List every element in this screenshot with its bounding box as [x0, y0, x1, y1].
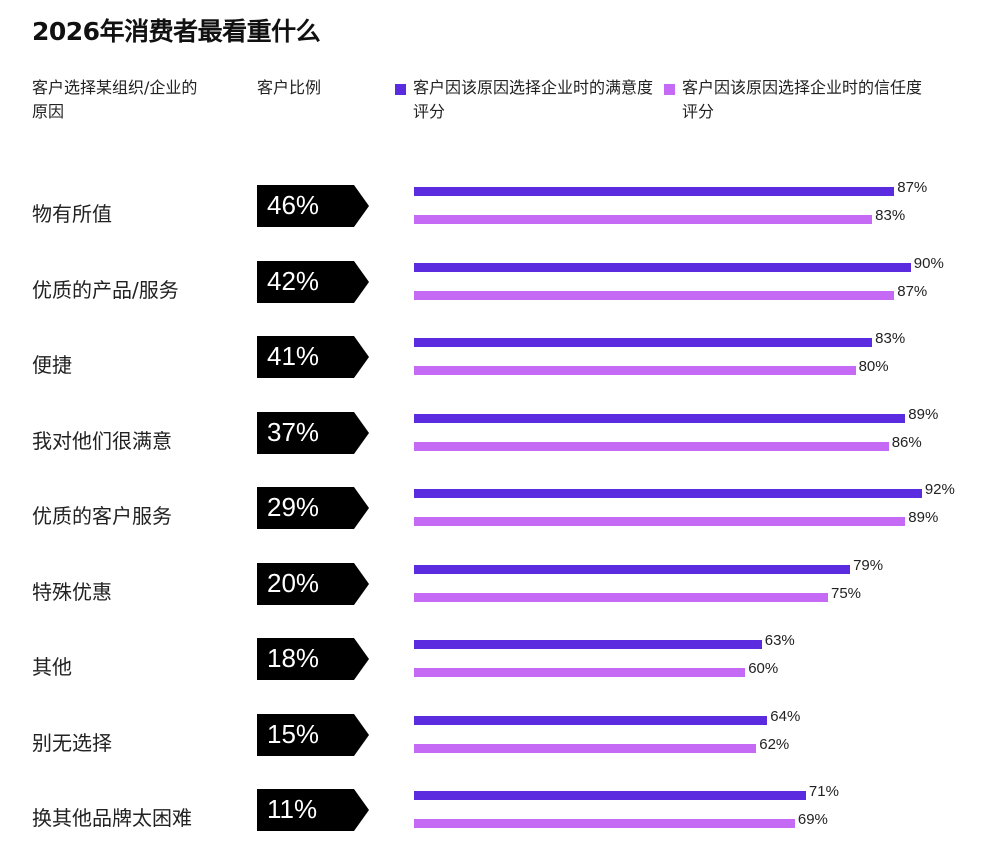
chart-row: 别无选择 15% 64% 62% [0, 708, 1000, 790]
satisfaction-value: 63% [764, 632, 795, 649]
share-tag: 20% [257, 562, 369, 605]
trust-value: 89% [908, 509, 939, 526]
arrow-tag-shape [257, 789, 369, 831]
satisfaction-bar [414, 338, 873, 347]
arrow-tag-shape [257, 487, 369, 529]
share-tag: 11% [257, 789, 369, 831]
share-value: 20% [267, 567, 320, 598]
arrow-tag-shape [257, 562, 369, 605]
arrow-tag-shape [257, 411, 369, 454]
satisfaction-value: 87% [897, 179, 928, 196]
legend-swatch-trust [664, 84, 675, 95]
column-header-share: 客户比例 [257, 78, 322, 97]
satisfaction-bar [414, 413, 906, 423]
satisfaction-bar [414, 489, 922, 498]
trust-value: 62% [759, 735, 790, 753]
trust-value: 83% [875, 207, 906, 224]
share-value: 37% [267, 416, 320, 447]
trust-value: 75% [831, 584, 862, 602]
reason-label: 物有所值 [32, 202, 112, 226]
trust-value: 87% [897, 282, 928, 300]
reason-label: 我对他们很满意 [32, 428, 172, 453]
trust-bar [414, 366, 856, 375]
satisfaction-value: 89% [908, 405, 939, 423]
satisfaction-bar [414, 262, 911, 272]
satisfaction-value: 79% [853, 556, 884, 574]
satisfaction-bar [414, 564, 851, 574]
trust-value: 86% [891, 433, 922, 451]
trust-bar [414, 819, 795, 828]
chart-row: 优质的产品/服务 42% 90% 87% [0, 255, 1000, 337]
chart-row: 我对他们很满意 37% 89% 86% [0, 406, 1000, 488]
chart-row: 物有所值 46% 87% 83% [0, 179, 1000, 261]
share-value: 18% [267, 643, 320, 673]
trust-bar [414, 743, 757, 753]
share-value: 29% [267, 492, 320, 522]
share-tag: 18% [257, 638, 369, 680]
trust-bar [414, 290, 895, 300]
arrow-tag-shape [257, 185, 369, 227]
satisfaction-bar [414, 640, 762, 649]
share-tag: 41% [257, 336, 369, 378]
share-tag: 29% [257, 487, 369, 529]
legend-label-trust: 客户因该原因选择企业时的信任度评分 [682, 78, 923, 121]
trust-value: 80% [858, 358, 889, 375]
share-value: 15% [267, 718, 320, 749]
share-tag: 46% [257, 185, 369, 227]
share-tag: 37% [257, 411, 369, 454]
reason-label: 优质的产品/服务 [32, 277, 179, 302]
reason-label: 便捷 [32, 353, 72, 377]
reason-label: 其他 [32, 655, 72, 679]
chart-row: 其他 18% 63% 60% [0, 632, 1000, 714]
arrow-tag-shape [257, 336, 369, 378]
legend-label-satisfaction: 客户因该原因选择企业时的满意度评分 [413, 78, 654, 121]
trust-value: 60% [748, 660, 779, 677]
satisfaction-value: 71% [808, 783, 839, 800]
chart-row: 特殊优惠 20% 79% 75% [0, 557, 1000, 639]
reason-label: 换其他品牌太困难 [32, 806, 192, 830]
trust-bar [414, 668, 746, 677]
chart-row: 换其他品牌太困难 11% 71% 69% [0, 783, 1000, 865]
trust-bar [414, 215, 873, 224]
satisfaction-bar [414, 187, 895, 196]
legend-item-satisfaction: 客户因该原因选择企业时的满意度评分 [395, 76, 653, 124]
share-tag: 15% [257, 713, 369, 756]
satisfaction-value: 92% [924, 481, 955, 498]
satisfaction-bar [414, 791, 806, 800]
legend-item-trust: 客户因该原因选择企业时的信任度评分 [664, 76, 922, 124]
reason-label: 别无选择 [32, 730, 112, 755]
chart-row: 优质的客户服务 29% 92% 89% [0, 481, 1000, 563]
satisfaction-value: 64% [770, 707, 801, 725]
reason-label: 特殊优惠 [32, 579, 112, 604]
satisfaction-value: 90% [913, 254, 944, 272]
arrow-tag-shape [257, 638, 369, 680]
share-value: 42% [267, 265, 320, 296]
trust-bar [414, 592, 828, 602]
satisfaction-value: 83% [875, 330, 906, 347]
satisfaction-bar [414, 715, 768, 725]
arrow-tag-shape [257, 713, 369, 756]
column-header-reason: 客户选择某组织/企业的原因 [32, 78, 198, 121]
chart-row: 便捷 41% 83% 80% [0, 330, 1000, 412]
legend-swatch-satisfaction [395, 84, 406, 95]
reason-label: 优质的客户服务 [32, 504, 172, 528]
trust-bar [414, 441, 889, 451]
trust-value: 69% [797, 811, 828, 828]
share-tag: 42% [257, 260, 369, 303]
chart-title: 2026年消费者最看重什么 [32, 17, 321, 46]
share-value: 41% [267, 341, 320, 371]
share-value: 46% [267, 190, 320, 220]
trust-bar [414, 517, 906, 526]
share-value: 11% [267, 794, 318, 824]
arrow-tag-shape [257, 260, 369, 303]
